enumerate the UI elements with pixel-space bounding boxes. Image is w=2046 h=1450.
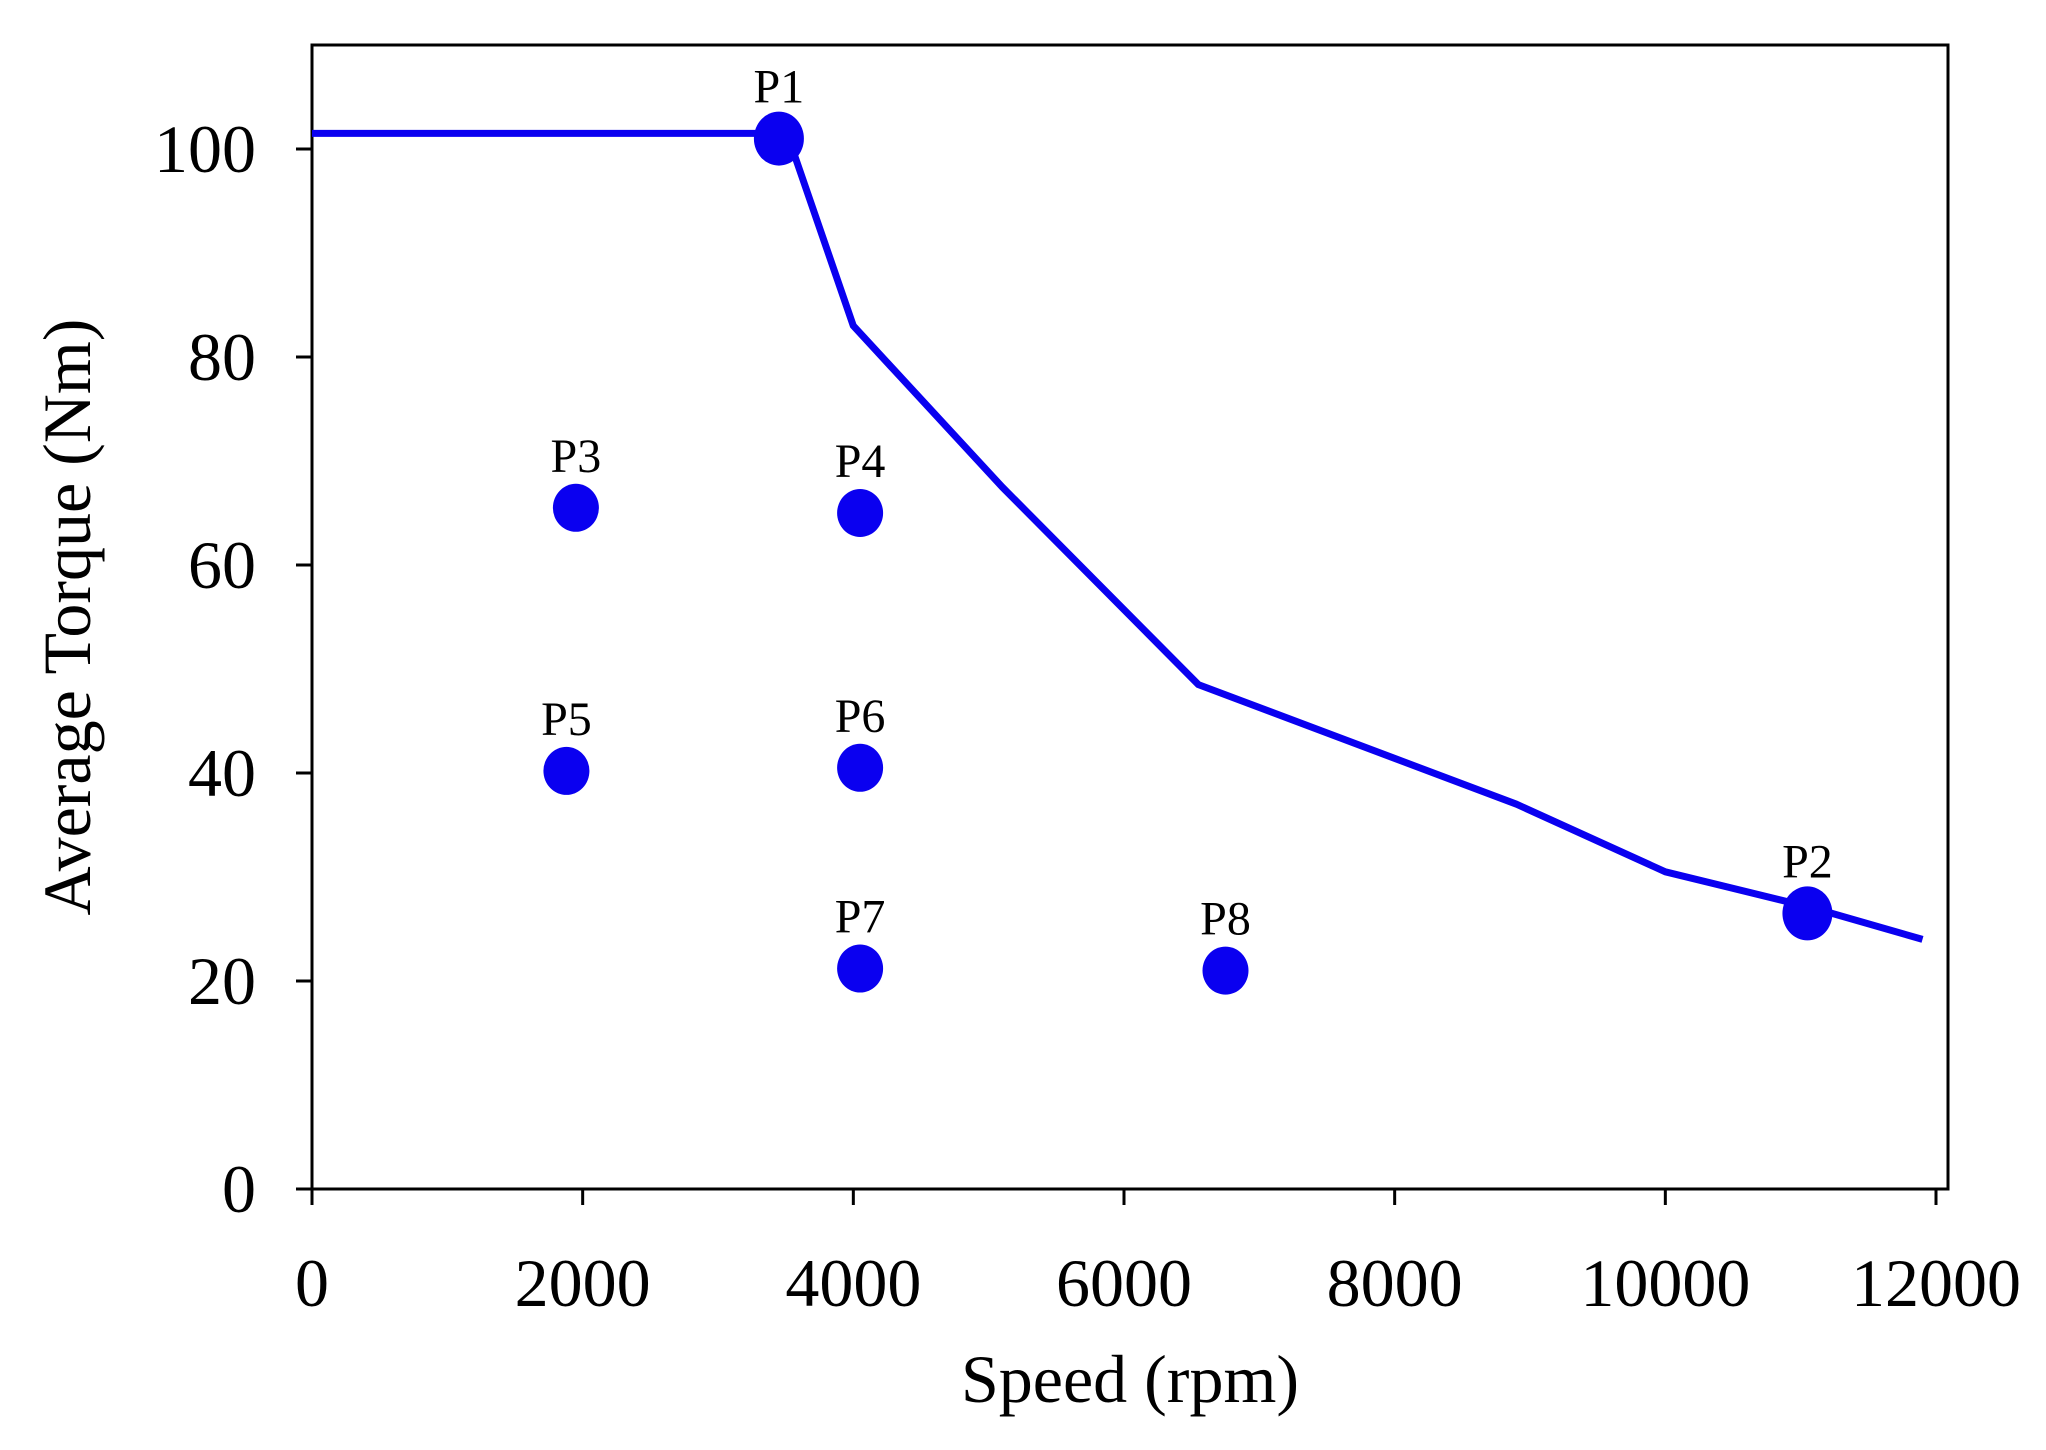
point-p4 — [837, 489, 884, 537]
torque-envelope-line — [312, 129, 1924, 943]
x-tick-label: 2000 — [515, 1245, 651, 1321]
point-p6 — [837, 743, 884, 792]
point-label-p3: P3 — [551, 430, 602, 483]
x-tick-label: 12000 — [1851, 1245, 2021, 1321]
point-p5 — [543, 746, 590, 795]
x-tick-label: 8000 — [1327, 1245, 1463, 1321]
y-axis-title: Average Torque (Nm) — [29, 319, 105, 916]
x-tick-label: 4000 — [785, 1245, 921, 1321]
x-tick-label: 6000 — [1056, 1245, 1192, 1321]
x-tick-label: 10000 — [1580, 1245, 1750, 1321]
point-p1 — [753, 111, 804, 166]
y-tick-label: 80 — [188, 319, 256, 395]
y-tick-label: 0 — [222, 1151, 256, 1227]
operating-points: P1 P2 P3 P4 P5 P6 P7 P8 — [541, 61, 1833, 995]
point-p8 — [1202, 946, 1249, 995]
point-label-p5: P5 — [541, 693, 592, 746]
point-label-p7: P7 — [835, 891, 886, 944]
y-axis: 0 20 40 60 80 100 — [154, 111, 312, 1227]
y-tick-label: 40 — [188, 735, 256, 811]
y-tick-label: 20 — [188, 943, 256, 1019]
x-axis: 0 2000 4000 6000 8000 10000 12000 — [295, 1189, 2021, 1321]
point-label-p1: P1 — [754, 61, 805, 114]
point-p2 — [1782, 886, 1833, 941]
point-label-p6: P6 — [835, 690, 886, 743]
x-axis-title: Speed (rpm) — [961, 1341, 1299, 1417]
point-label-p4: P4 — [835, 435, 886, 488]
x-tick-label: 0 — [295, 1245, 329, 1321]
y-tick-label: 60 — [188, 527, 256, 603]
y-tick-label: 100 — [154, 111, 256, 187]
plot-frame — [310, 43, 1950, 1191]
point-label-p8: P8 — [1200, 893, 1251, 946]
point-label-p2: P2 — [1782, 835, 1833, 888]
point-p3 — [552, 483, 599, 532]
point-p7 — [837, 944, 884, 993]
